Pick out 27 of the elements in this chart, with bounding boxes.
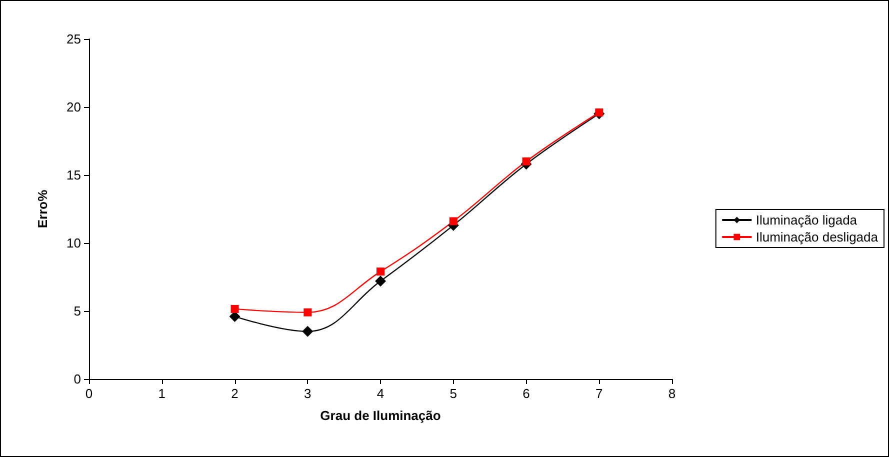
point	[522, 157, 530, 166]
point	[375, 276, 386, 287]
point	[302, 326, 314, 337]
y-tick-label: 5	[74, 304, 81, 318]
y-axis-title: Erro%	[35, 189, 50, 228]
x-tick-label: 4	[376, 386, 384, 401]
y-tick-label: 15	[66, 168, 81, 182]
point	[449, 217, 458, 226]
y-tick-label: 10	[66, 236, 81, 250]
point	[230, 304, 239, 313]
y-tick-label: 25	[66, 32, 81, 46]
x-tick-label: 3	[304, 386, 312, 401]
x-tick-label: 1	[158, 386, 166, 401]
x-tick-label: 2	[231, 386, 238, 401]
x-tick-label: 7	[596, 386, 603, 401]
y-tick-label: 20	[66, 100, 81, 114]
point	[304, 308, 312, 316]
x-tick-label: 5	[450, 386, 457, 401]
x-tick-label: 6	[522, 386, 530, 401]
x-tick-label: 0	[85, 386, 93, 401]
point	[595, 108, 604, 116]
legend-label: Iluminação ligada	[756, 212, 858, 228]
x-tick-label: 8	[668, 386, 676, 401]
x-axis-title: Grau de Iluminação	[320, 408, 441, 423]
y-tick-label: 0	[74, 372, 81, 386]
legend-label: Iluminação desligada	[756, 230, 879, 244]
point	[376, 268, 384, 276]
